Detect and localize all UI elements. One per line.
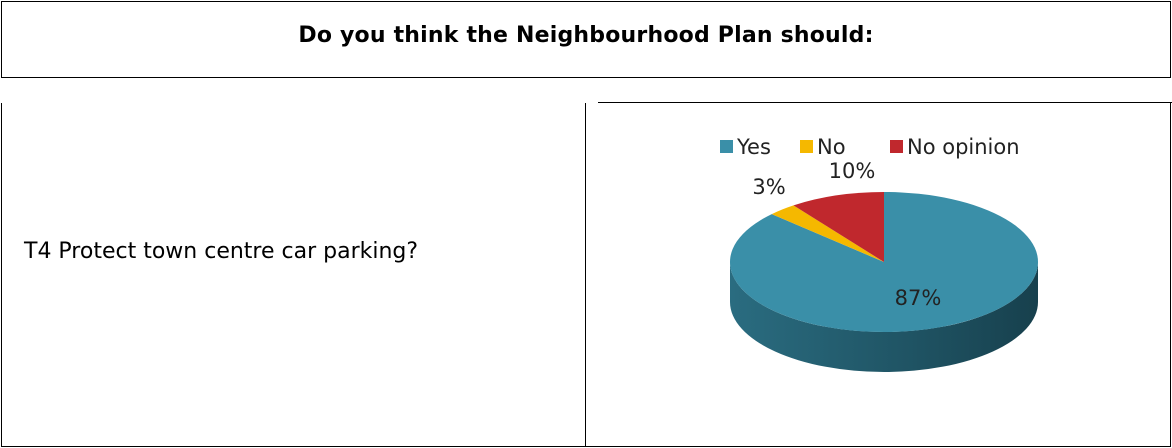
data-label-yes: 87% [895, 286, 942, 310]
legend-swatch [800, 140, 813, 153]
header-text: Do you think the Neighbourhood Plan shou… [298, 23, 874, 48]
table-header: Do you think the Neighbourhood Plan shou… [1, 1, 1171, 78]
pie-side-yes [730, 262, 1038, 372]
pie-slice-no [771, 205, 884, 262]
pie-slice-no-opinion [793, 192, 884, 262]
data-labels: 87% 3% 10% [752, 159, 941, 310]
legend-item-yes: Yes [720, 135, 771, 159]
data-label-no-opinion: 10% [829, 159, 876, 183]
question-text: T4 Protect town centre car parking? [24, 239, 419, 264]
pie-group [730, 192, 1038, 372]
question-cell: T4 Protect town centre car parking? [1, 103, 586, 447]
legend-item-no-opinion: No opinion [890, 135, 1020, 159]
data-label-no: 3% [752, 175, 785, 199]
legend-label: Yes [736, 135, 771, 159]
chart-legend: Yes No No opinion [720, 135, 1020, 159]
legend-label: No opinion [907, 135, 1020, 159]
legend-swatch [720, 140, 733, 153]
legend-label: No [817, 135, 846, 159]
legend-swatch [890, 140, 903, 153]
chart-cell [586, 103, 1171, 447]
row-divider [598, 102, 1172, 103]
legend-item-no: No [800, 135, 846, 159]
